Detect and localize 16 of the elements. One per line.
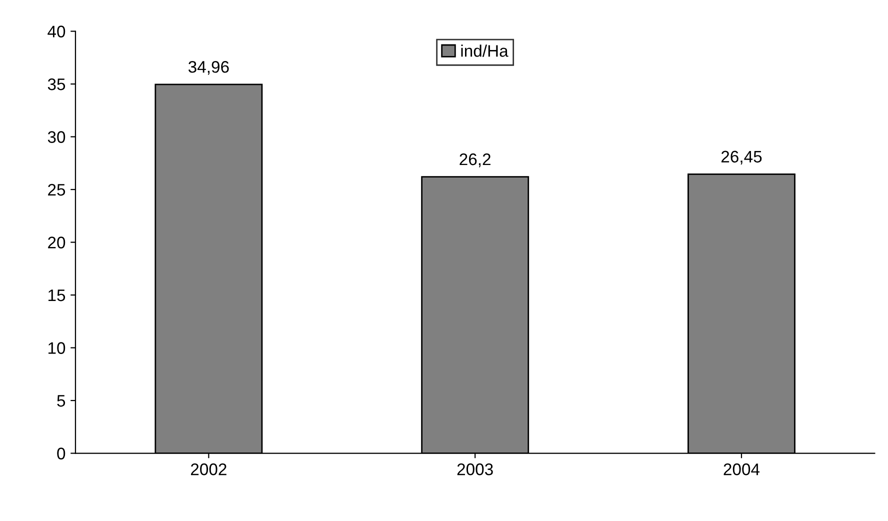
y-tick-label: 20	[48, 236, 66, 248]
y-tick-label: 25	[48, 184, 66, 196]
y-tick-label: 30	[48, 131, 66, 143]
x-tick-label: 2004	[724, 463, 760, 476]
x-tick-label: 2003	[457, 463, 493, 476]
y-tick-label: 10	[48, 342, 66, 354]
y-tick-label: 15	[48, 290, 66, 302]
y-tick-label: 0	[57, 448, 66, 460]
x-tick-label: 2002	[190, 463, 226, 476]
y-tick-label: 40	[48, 26, 66, 38]
legend-label: ind/Ha	[461, 44, 508, 57]
data-label: 26,45	[721, 150, 762, 165]
y-tick-label: 35	[48, 78, 66, 90]
y-tick-label: 5	[57, 395, 66, 407]
data-label: 34,96	[188, 61, 229, 75]
data-label: 26,2	[460, 153, 490, 168]
